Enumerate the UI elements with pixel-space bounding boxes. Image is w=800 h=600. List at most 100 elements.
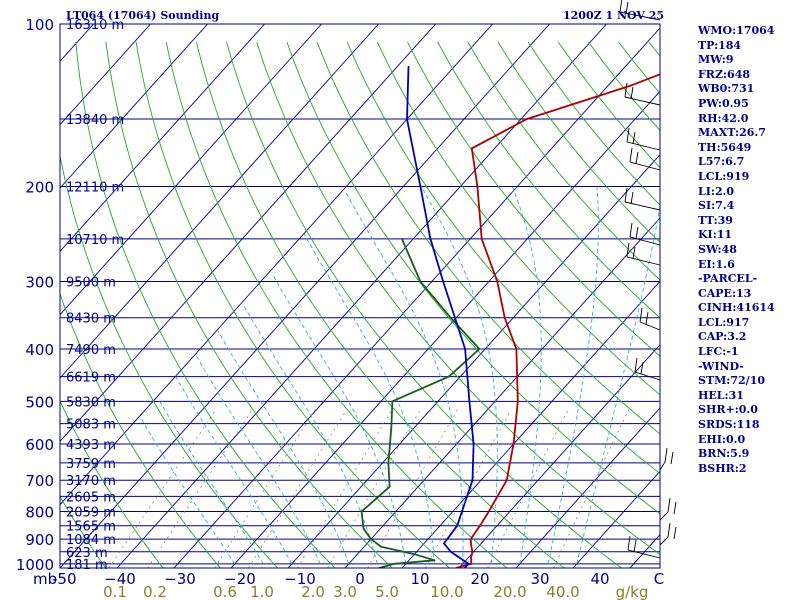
height-tick-label: 623 m — [66, 546, 108, 561]
temperature-tick-label: −40 — [104, 570, 136, 588]
temperature-axis-unit: C — [654, 570, 664, 588]
pressure-tick-label: 300 — [25, 274, 54, 292]
isotherm-line — [458, 343, 660, 568]
dewpoint-data-point — [387, 461, 390, 464]
height-tick-label: 8430 m — [66, 312, 116, 327]
wind-barb-flag — [630, 191, 634, 205]
isotherm-line — [116, 24, 607, 568]
parcel-profile-line — [406, 66, 475, 568]
height-tick-label: 10710 m — [66, 233, 124, 248]
height-tick-label: 16310 m — [66, 18, 124, 33]
wind-barb — [629, 222, 661, 246]
height-tick-label: 7490 m — [66, 343, 116, 358]
moist-adiabat-line — [139, 416, 236, 565]
height-tick-label: 2605 m — [66, 490, 116, 505]
wind-barb-flag — [673, 501, 677, 515]
pressure-tick-label: 500 — [25, 393, 54, 411]
moist-adiabat-line — [420, 186, 498, 564]
wind-barb-flag — [645, 311, 649, 325]
moist-adiabat-line — [175, 376, 293, 565]
mixing-ratio-line — [108, 409, 217, 568]
parcel-data-point — [419, 185, 422, 188]
mixing-ratio-line — [248, 409, 348, 568]
wind-barb-flag — [664, 447, 668, 463]
wind-barb-staff — [659, 461, 666, 471]
chart-grid — [60, 24, 660, 568]
temperature-data-point — [487, 510, 490, 513]
index-item: STM:72/10 — [698, 374, 765, 388]
isotherm-line — [60, 24, 208, 189]
height-tick-label: 1084 m — [66, 533, 116, 548]
wind-barb-flag — [634, 357, 638, 373]
wind-barb — [626, 242, 661, 266]
wind-barb-staff — [629, 161, 661, 171]
pressure-tick-label: 800 — [25, 504, 54, 522]
dewpoint-data-point — [362, 527, 365, 530]
parcel-data-point — [468, 400, 471, 403]
dewpoint-data-point — [478, 348, 481, 350]
index-item: -PARCEL- — [698, 272, 758, 286]
parcel-data-point — [456, 524, 459, 527]
height-tick-label: 5830 m — [66, 395, 116, 410]
temperature-data-point — [469, 538, 472, 541]
dry-adiabat-line — [286, 41, 660, 515]
temperature-tick-label: 40 — [590, 570, 609, 588]
index-item: FRZ:648 — [698, 67, 751, 81]
dewpoint-data-point — [419, 280, 422, 283]
parcel-data-point — [471, 479, 474, 482]
chart-title: LT064 (17064) Sounding — [66, 9, 220, 22]
wind-barb-flag — [625, 1, 629, 15]
dewpoint-data-point — [413, 553, 416, 556]
index-item: BRN:5.9 — [698, 447, 750, 461]
dewpoint-data-point — [447, 375, 450, 378]
dry-adiabat-line — [407, 41, 660, 357]
index-item: KI:11 — [698, 228, 733, 242]
wind-barb-flag — [629, 222, 633, 238]
height-tick-label: 5083 m — [66, 418, 116, 433]
index-item: SI:7.4 — [698, 199, 735, 213]
moist-adiabat-line — [195, 354, 321, 565]
wind-barb-flag — [632, 131, 636, 145]
dewpoint-data-point — [449, 316, 452, 319]
index-item: RH:42.0 — [698, 111, 749, 125]
temperature-tick-label: 10 — [410, 570, 429, 588]
isotherm-line — [173, 27, 660, 568]
wind-barb-staff — [659, 536, 669, 546]
isotherm-line — [60, 24, 322, 316]
wind-barb — [659, 447, 674, 471]
pressure-tick-label: 100 — [25, 16, 54, 34]
dewpoint-data-point — [400, 237, 403, 240]
dry-adiabat-line — [256, 41, 660, 556]
wind-barb-flag — [624, 82, 628, 98]
wind-barb — [627, 535, 661, 559]
index-item: SW:48 — [698, 242, 737, 256]
pressure-tick-label: 600 — [25, 436, 54, 454]
wind-barb-flag — [626, 242, 630, 258]
index-item: LCL:919 — [698, 169, 750, 183]
parcel-data-point — [443, 542, 445, 545]
mixing-ratio-line — [553, 409, 630, 568]
temperature-data-point — [525, 118, 528, 120]
wind-barb — [659, 497, 677, 521]
temperature-tick-label: 0 — [355, 570, 365, 588]
isotherm-line — [344, 217, 660, 568]
wind-barb-flag — [635, 151, 639, 165]
isotherm-line — [230, 90, 660, 568]
isotherm-line — [60, 24, 436, 443]
height-tick-label: 1565 m — [66, 520, 116, 535]
isotherm-line — [515, 407, 660, 568]
moist-adiabat-line — [511, 186, 542, 564]
temperature-tick-label: −30 — [164, 570, 196, 588]
index-item: CAP:3.2 — [698, 330, 747, 344]
mixing-ratio-label: 1.0 — [250, 583, 274, 600]
height-tick-label: 4393 m — [66, 438, 116, 453]
wind-barb — [624, 187, 661, 211]
wind-barb-staff — [627, 549, 661, 559]
index-item: WMO:17064 — [698, 24, 775, 37]
dewpoint-data-point — [393, 562, 396, 565]
isotherm-line — [572, 470, 660, 568]
mixing-ratio-label: 0.6 — [213, 583, 237, 600]
wind-barb-flag — [667, 522, 671, 538]
wind-barb-staff — [634, 371, 661, 381]
